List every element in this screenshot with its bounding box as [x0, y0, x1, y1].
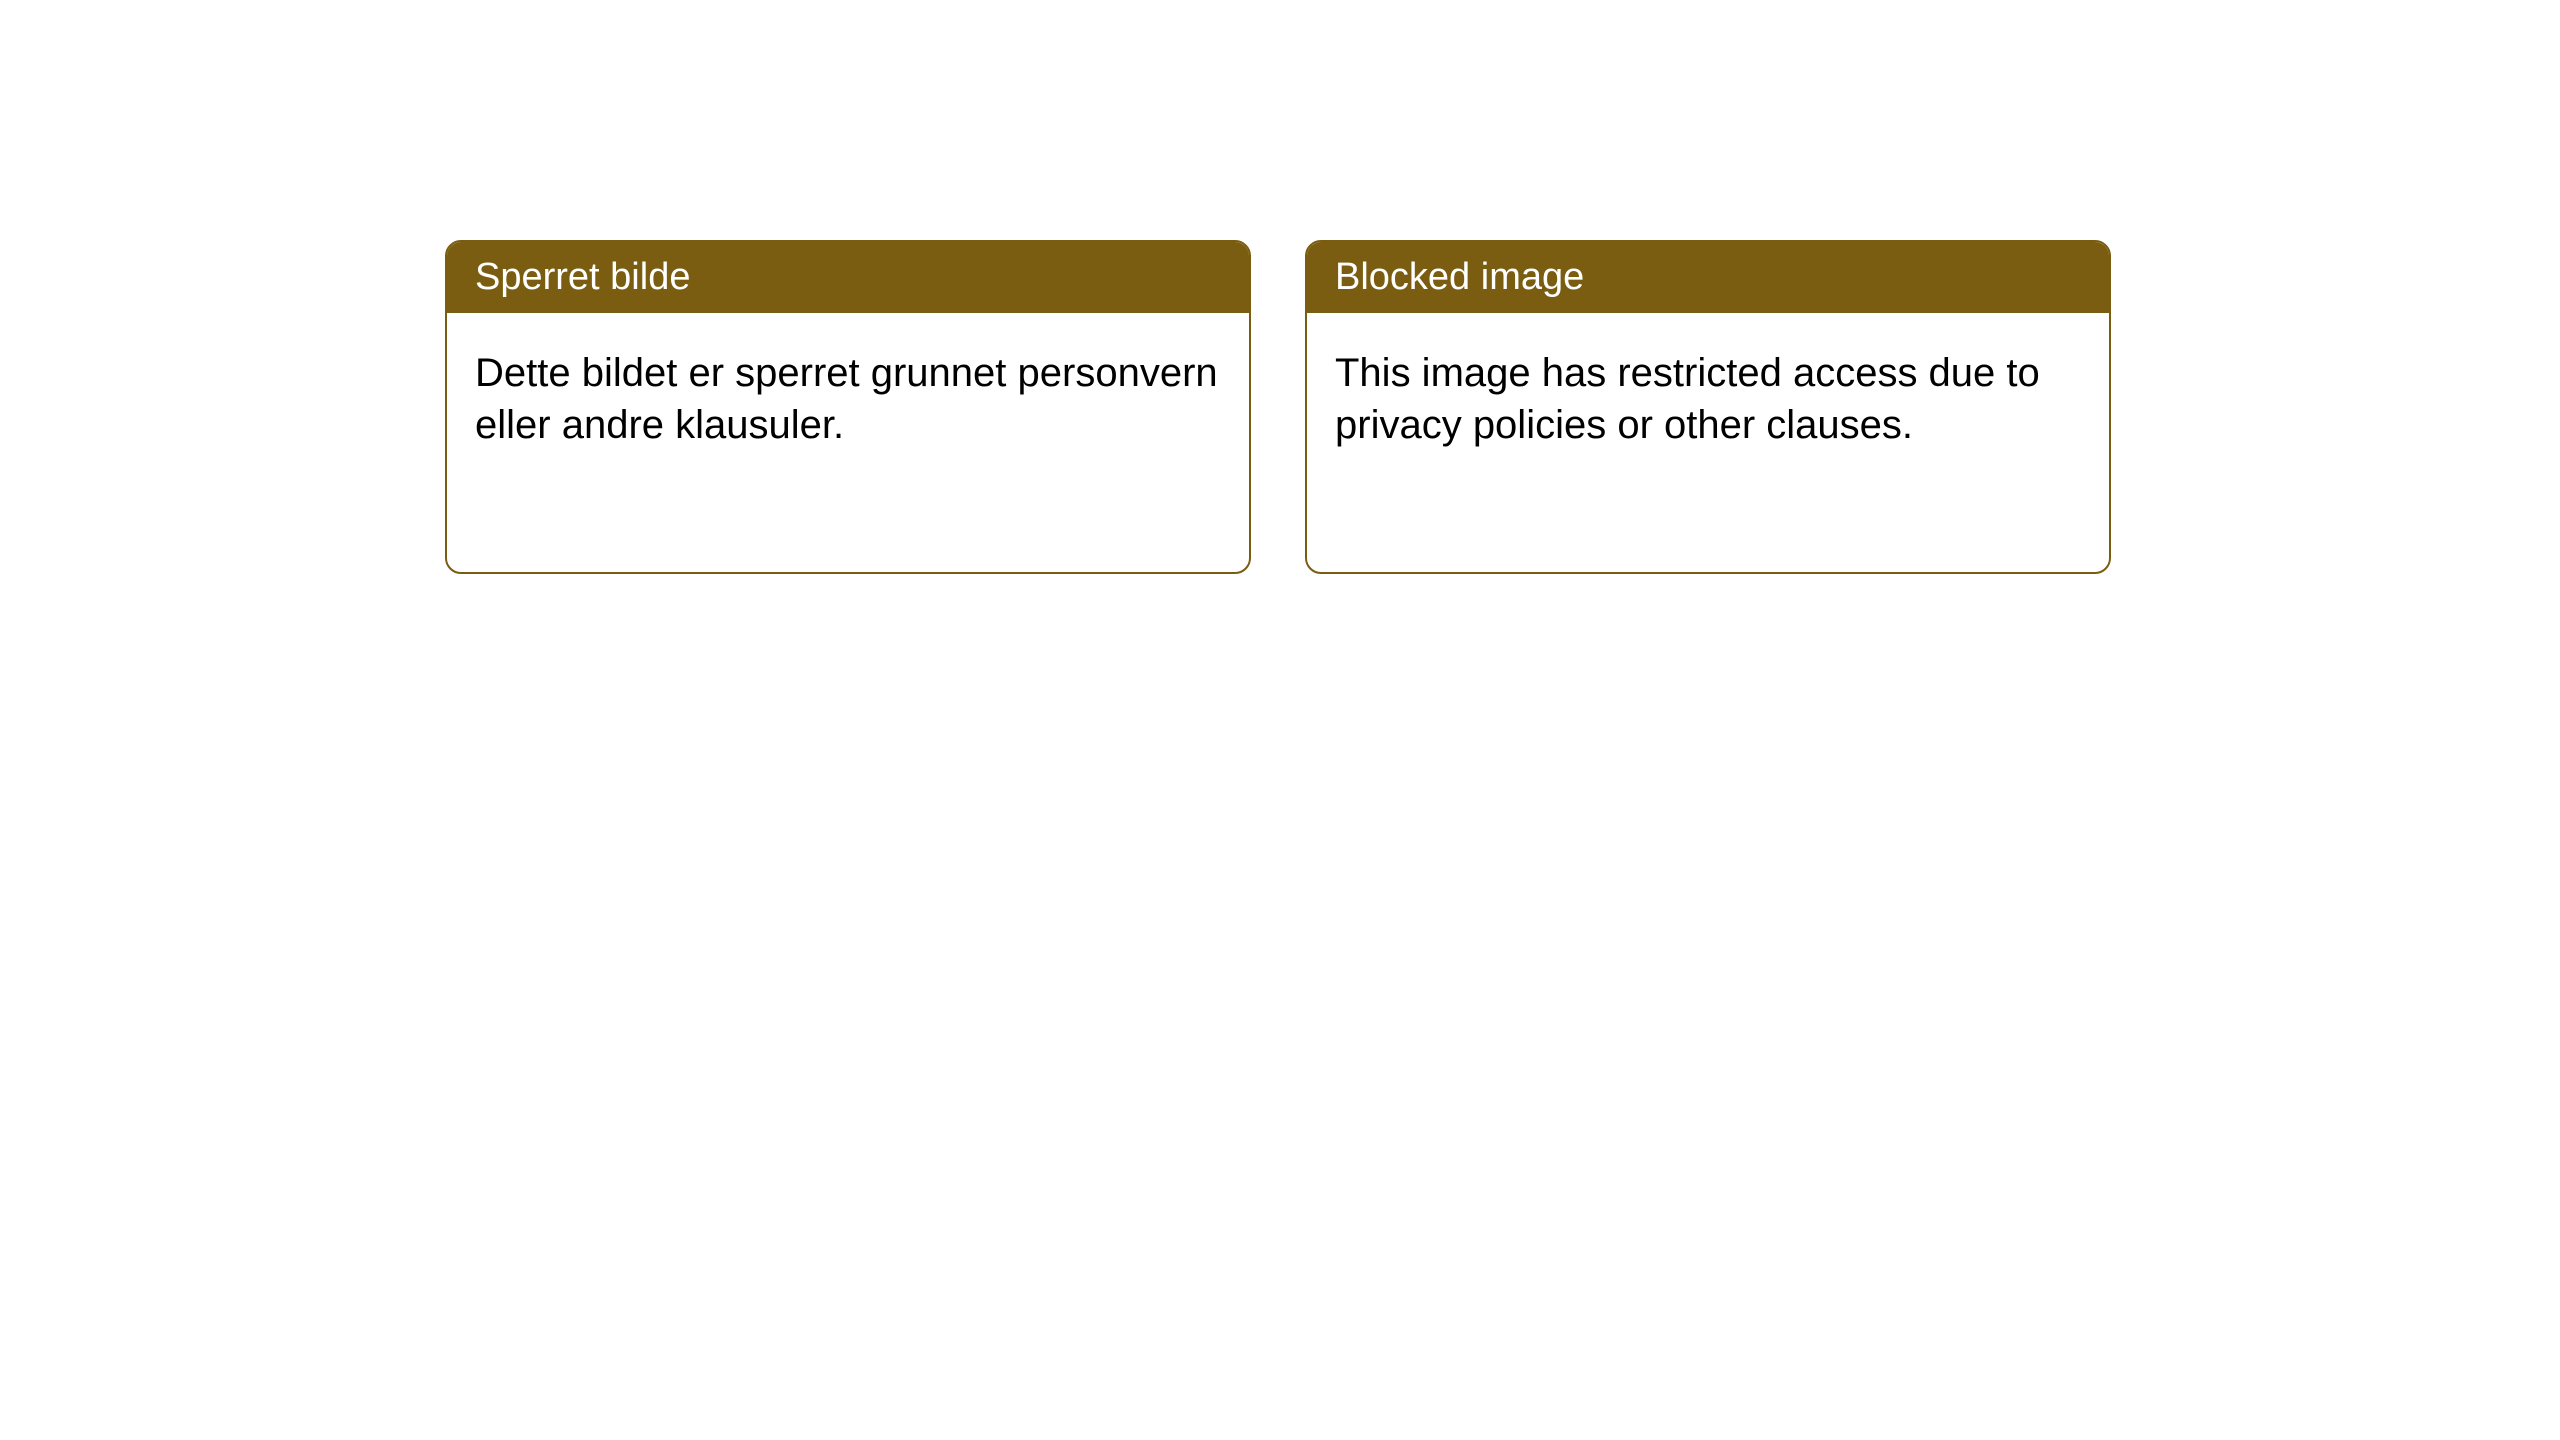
card-text-norwegian: Dette bildet er sperret grunnet personve… [475, 351, 1218, 447]
notice-card-norwegian: Sperret bilde Dette bildet er sperret gr… [445, 240, 1251, 574]
card-text-english: This image has restricted access due to … [1335, 351, 2040, 447]
card-body-english: This image has restricted access due to … [1307, 313, 2109, 485]
card-title-norwegian: Sperret bilde [475, 256, 690, 298]
notice-card-english: Blocked image This image has restricted … [1305, 240, 2111, 574]
card-header-norwegian: Sperret bilde [447, 242, 1249, 313]
card-body-norwegian: Dette bildet er sperret grunnet personve… [447, 313, 1249, 485]
notice-container: Sperret bilde Dette bildet er sperret gr… [0, 0, 2560, 574]
card-title-english: Blocked image [1335, 256, 1584, 298]
card-header-english: Blocked image [1307, 242, 2109, 313]
